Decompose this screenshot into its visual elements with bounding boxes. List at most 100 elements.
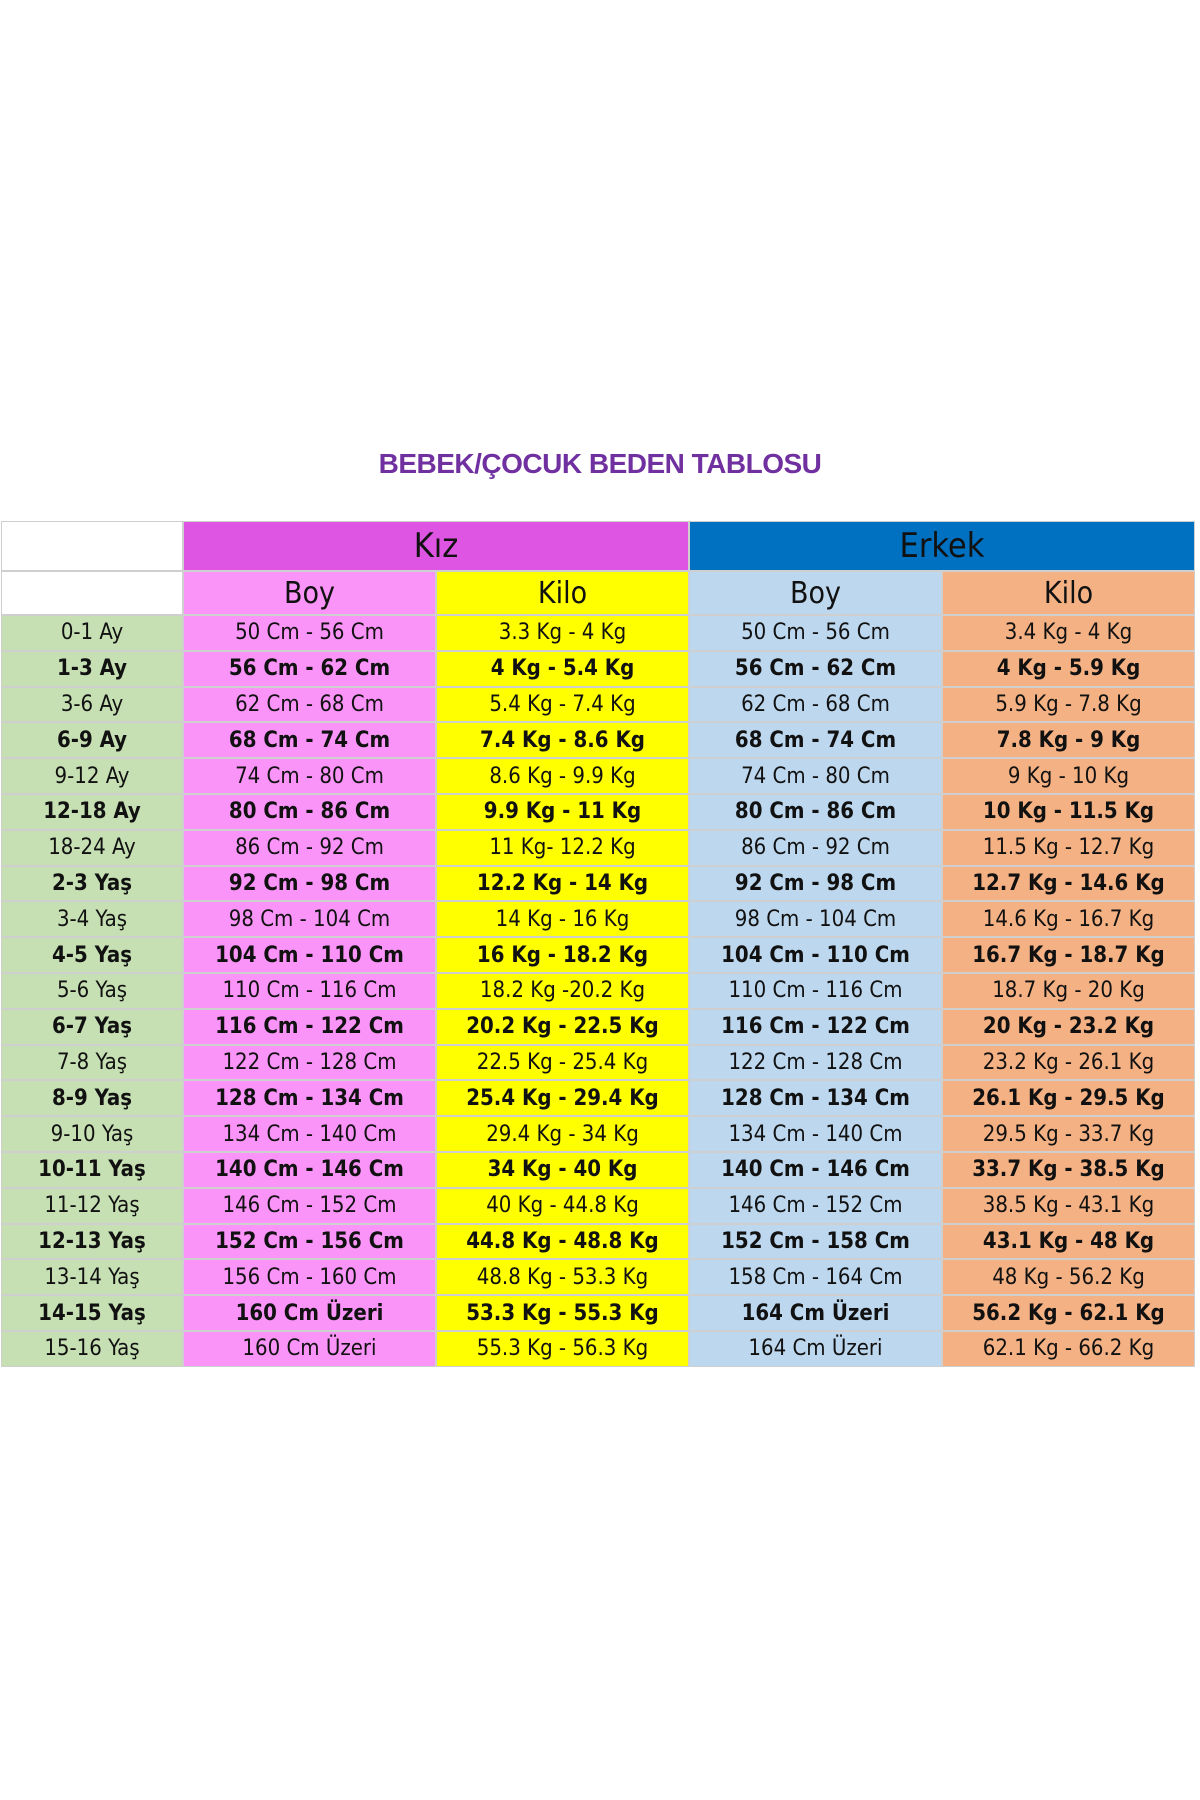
girl-height-cell: 160 Cm Üzeri bbox=[184, 1331, 435, 1366]
boy-height-cell: 140 Cm - 146 Cm bbox=[690, 1152, 941, 1187]
boy-weight-cell: 62.1 Kg - 66.2 Kg bbox=[943, 1331, 1194, 1366]
age-cell: 12-18 Ay bbox=[2, 794, 182, 829]
table-row: 13-14 Yaş 156 Cm - 160 Cm 48.8 Kg - 53.3 K… bbox=[2, 1260, 1194, 1295]
table-row: 7-8 Yaş 122 Cm - 128 Cm 22.5 Kg - 25.4 Kg 1… bbox=[2, 1045, 1194, 1080]
page-title: BEBEK/ÇOCUK BEDEN TABLOSU bbox=[378, 448, 822, 479]
boy-height-header: Boy bbox=[690, 572, 941, 614]
boy-height-cell: 98 Cm - 104 Cm bbox=[690, 902, 941, 937]
table-row: 2-3 Yaş 92 Cm - 98 Cm 12.2 Kg - 14 Kg 92 Cm… bbox=[2, 866, 1194, 901]
table-row: 6-7 Yaş 116 Cm - 122 Cm 20.2 Kg - 22.5 Kg 1… bbox=[2, 1009, 1194, 1044]
boy-height-cell: 146 Cm - 152 Cm bbox=[690, 1188, 941, 1223]
age-cell: 6-7 Yaş bbox=[2, 1009, 182, 1044]
boy-height-cell: 86 Cm - 92 Cm bbox=[690, 830, 941, 865]
girl-height-cell: 134 Cm - 140 Cm bbox=[184, 1117, 435, 1151]
girl-weight-cell: 3.3 Kg - 4 Kg bbox=[437, 616, 688, 650]
table-row: 5-6 Yaş 110 Cm - 116 Cm 18.2 Kg -20.2 Kg 11… bbox=[2, 973, 1194, 1008]
table-row: 9-12 Ay 74 Cm - 80 Cm 8.6 Kg - 9.9 Kg 74 Cm… bbox=[2, 759, 1194, 793]
boy-weight-cell: 29.5 Kg - 33.7 Kg bbox=[943, 1117, 1194, 1151]
table-row: 11-12 Yaş 146 Cm - 152 Cm 40 Kg - 44.8 Kg 1… bbox=[2, 1188, 1194, 1223]
age-cell: 18-24 Ay bbox=[2, 830, 182, 865]
table-row: 6-9 Ay 68 Cm - 74 Cm 7.4 Kg - 8.6 Kg 68 Cm … bbox=[2, 723, 1194, 758]
boy-height-cell: 56 Cm - 62 Cm bbox=[690, 651, 941, 686]
boy-height-cell: 74 Cm - 80 Cm bbox=[690, 759, 941, 793]
boy-height-cell: 62 Cm - 68 Cm bbox=[690, 687, 941, 722]
age-cell: 12-13 Yaş bbox=[2, 1224, 182, 1259]
age-cell: 9-12 Ay bbox=[2, 759, 182, 793]
age-cell: 6-9 Ay bbox=[2, 723, 182, 758]
boy-weight-cell: 48 Kg - 56.2 Kg bbox=[943, 1260, 1194, 1295]
boy-height-cell: 110 Cm - 116 Cm bbox=[690, 973, 941, 1008]
boy-height-cell: 164 Cm Üzeri bbox=[690, 1296, 941, 1330]
boy-weight-cell: 56.2 Kg - 62.1 Kg bbox=[943, 1296, 1194, 1330]
girl-weight-cell: 5.4 Kg - 7.4 Kg bbox=[437, 687, 688, 722]
boy-weight-cell: 38.5 Kg - 43.1 Kg bbox=[943, 1188, 1194, 1223]
girl-height-cell: 160 Cm Üzeri bbox=[184, 1296, 435, 1330]
boy-weight-cell: 43.1 Kg - 48 Kg bbox=[943, 1224, 1194, 1259]
boy-weight-header: Kilo bbox=[943, 572, 1194, 614]
boy-weight-cell: 26.1 Kg - 29.5 Kg bbox=[943, 1081, 1194, 1116]
girl-weight-cell: 22.5 Kg - 25.4 Kg bbox=[437, 1045, 688, 1080]
boy-height-cell: 68 Cm - 74 Cm bbox=[690, 723, 941, 758]
girl-height-cell: 146 Cm - 152 Cm bbox=[184, 1188, 435, 1223]
boy-weight-cell: 12.7 Kg - 14.6 Kg bbox=[943, 866, 1194, 901]
age-cell: 8-9 Yaş bbox=[2, 1081, 182, 1116]
boy-weight-cell: 16.7 Kg - 18.7 Kg bbox=[943, 938, 1194, 972]
boy-height-cell: 134 Cm - 140 Cm bbox=[690, 1117, 941, 1151]
boy-height-cell: 116 Cm - 122 Cm bbox=[690, 1009, 941, 1044]
table-row: 3-4 Yaş 98 Cm - 104 Cm 14 Kg - 16 Kg 98 Cm … bbox=[2, 902, 1194, 937]
girl-weight-cell: 29.4 Kg - 34 Kg bbox=[437, 1117, 688, 1151]
age-cell: 5-6 Yaş bbox=[2, 973, 182, 1008]
girl-height-cell: 68 Cm - 74 Cm bbox=[184, 723, 435, 758]
girl-weight-cell: 20.2 Kg - 22.5 Kg bbox=[437, 1009, 688, 1044]
girl-weight-cell: 53.3 Kg - 55.3 Kg bbox=[437, 1296, 688, 1330]
boy-weight-cell: 14.6 Kg - 16.7 Kg bbox=[943, 902, 1194, 937]
girl-weight-cell: 55.3 Kg - 56.3 Kg bbox=[437, 1331, 688, 1366]
girl-height-cell: 92 Cm - 98 Cm bbox=[184, 866, 435, 901]
boy-group-header: Erkek bbox=[690, 522, 1194, 570]
age-cell: 9-10 Yaş bbox=[2, 1117, 182, 1151]
size-chart-table: Kız Erkek Boy Kilo Boy Kilo 0-1 Ay 50 Cm … bbox=[0, 520, 1196, 1368]
girl-weight-cell: 48.8 Kg - 53.3 Kg bbox=[437, 1260, 688, 1295]
boy-height-cell: 122 Cm - 128 Cm bbox=[690, 1045, 941, 1080]
age-cell: 4-5 Yaş bbox=[2, 938, 182, 972]
girl-height-header: Boy bbox=[184, 572, 435, 614]
girl-weight-cell: 25.4 Kg - 29.4 Kg bbox=[437, 1081, 688, 1116]
girl-height-cell: 128 Cm - 134 Cm bbox=[184, 1081, 435, 1116]
table-row: 12-18 Ay 80 Cm - 86 Cm 9.9 Kg - 11 Kg 80 Cm… bbox=[2, 794, 1194, 829]
table-row: 14-15 Yaş 160 Cm Üzeri 53.3 Kg - 55.3 Kg 16… bbox=[2, 1296, 1194, 1330]
boy-height-cell: 92 Cm - 98 Cm bbox=[690, 866, 941, 901]
girl-height-cell: 140 Cm - 146 Cm bbox=[184, 1152, 435, 1187]
table-row: 1-3 Ay 56 Cm - 62 Cm 4 Kg - 5.4 Kg 56 Cm - … bbox=[2, 651, 1194, 686]
boy-weight-cell: 18.7 Kg - 20 Kg bbox=[943, 973, 1194, 1008]
girl-group-header: Kız bbox=[184, 522, 688, 570]
boy-weight-cell: 7.8 Kg - 9 Kg bbox=[943, 723, 1194, 758]
table-row: 3-6 Ay 62 Cm - 68 Cm 5.4 Kg - 7.4 Kg 62 Cm … bbox=[2, 687, 1194, 722]
corner-cell bbox=[2, 572, 182, 614]
girl-weight-cell: 40 Kg - 44.8 Kg bbox=[437, 1188, 688, 1223]
girl-height-cell: 56 Cm - 62 Cm bbox=[184, 651, 435, 686]
table-row: 18-24 Ay 86 Cm - 92 Cm 11 Kg- 12.2 Kg 86 Cm… bbox=[2, 830, 1194, 865]
age-cell: 14-15 Yaş bbox=[2, 1296, 182, 1330]
boy-height-cell: 128 Cm - 134 Cm bbox=[690, 1081, 941, 1116]
boy-height-cell: 80 Cm - 86 Cm bbox=[690, 794, 941, 829]
age-cell: 0-1 Ay bbox=[2, 616, 182, 650]
table-row: 4-5 Yaş 104 Cm - 110 Cm 16 Kg - 18.2 Kg 104… bbox=[2, 938, 1194, 972]
table-row: 10-11 Yaş 140 Cm - 146 Cm 34 Kg - 40 Kg 140… bbox=[2, 1152, 1194, 1187]
table-row: 12-13 Yaş 152 Cm - 156 Cm 44.8 Kg - 48.8 K… bbox=[2, 1224, 1194, 1259]
age-cell: 3-6 Ay bbox=[2, 687, 182, 722]
boy-weight-cell: 23.2 Kg - 26.1 Kg bbox=[943, 1045, 1194, 1080]
girl-height-cell: 98 Cm - 104 Cm bbox=[184, 902, 435, 937]
boy-weight-cell: 33.7 Kg - 38.5 Kg bbox=[943, 1152, 1194, 1187]
girl-height-cell: 50 Cm - 56 Cm bbox=[184, 616, 435, 650]
girl-weight-cell: 4 Kg - 5.4 Kg bbox=[437, 651, 688, 686]
boy-height-cell: 50 Cm - 56 Cm bbox=[690, 616, 941, 650]
girl-weight-header: Kilo bbox=[437, 572, 688, 614]
boy-weight-cell: 9 Kg - 10 Kg bbox=[943, 759, 1194, 793]
age-cell: 13-14 Yaş bbox=[2, 1260, 182, 1295]
boy-weight-cell: 10 Kg - 11.5 Kg bbox=[943, 794, 1194, 829]
table-row: 15-16 Yaş 160 Cm Üzeri 55.3 Kg - 56.3 Kg 16… bbox=[2, 1331, 1194, 1366]
girl-height-cell: 62 Cm - 68 Cm bbox=[184, 687, 435, 722]
table-row: 9-10 Yaş 134 Cm - 140 Cm 29.4 Kg - 34 Kg 13… bbox=[2, 1117, 1194, 1151]
girl-height-cell: 122 Cm - 128 Cm bbox=[184, 1045, 435, 1080]
girl-weight-cell: 44.8 Kg - 48.8 Kg bbox=[437, 1224, 688, 1259]
